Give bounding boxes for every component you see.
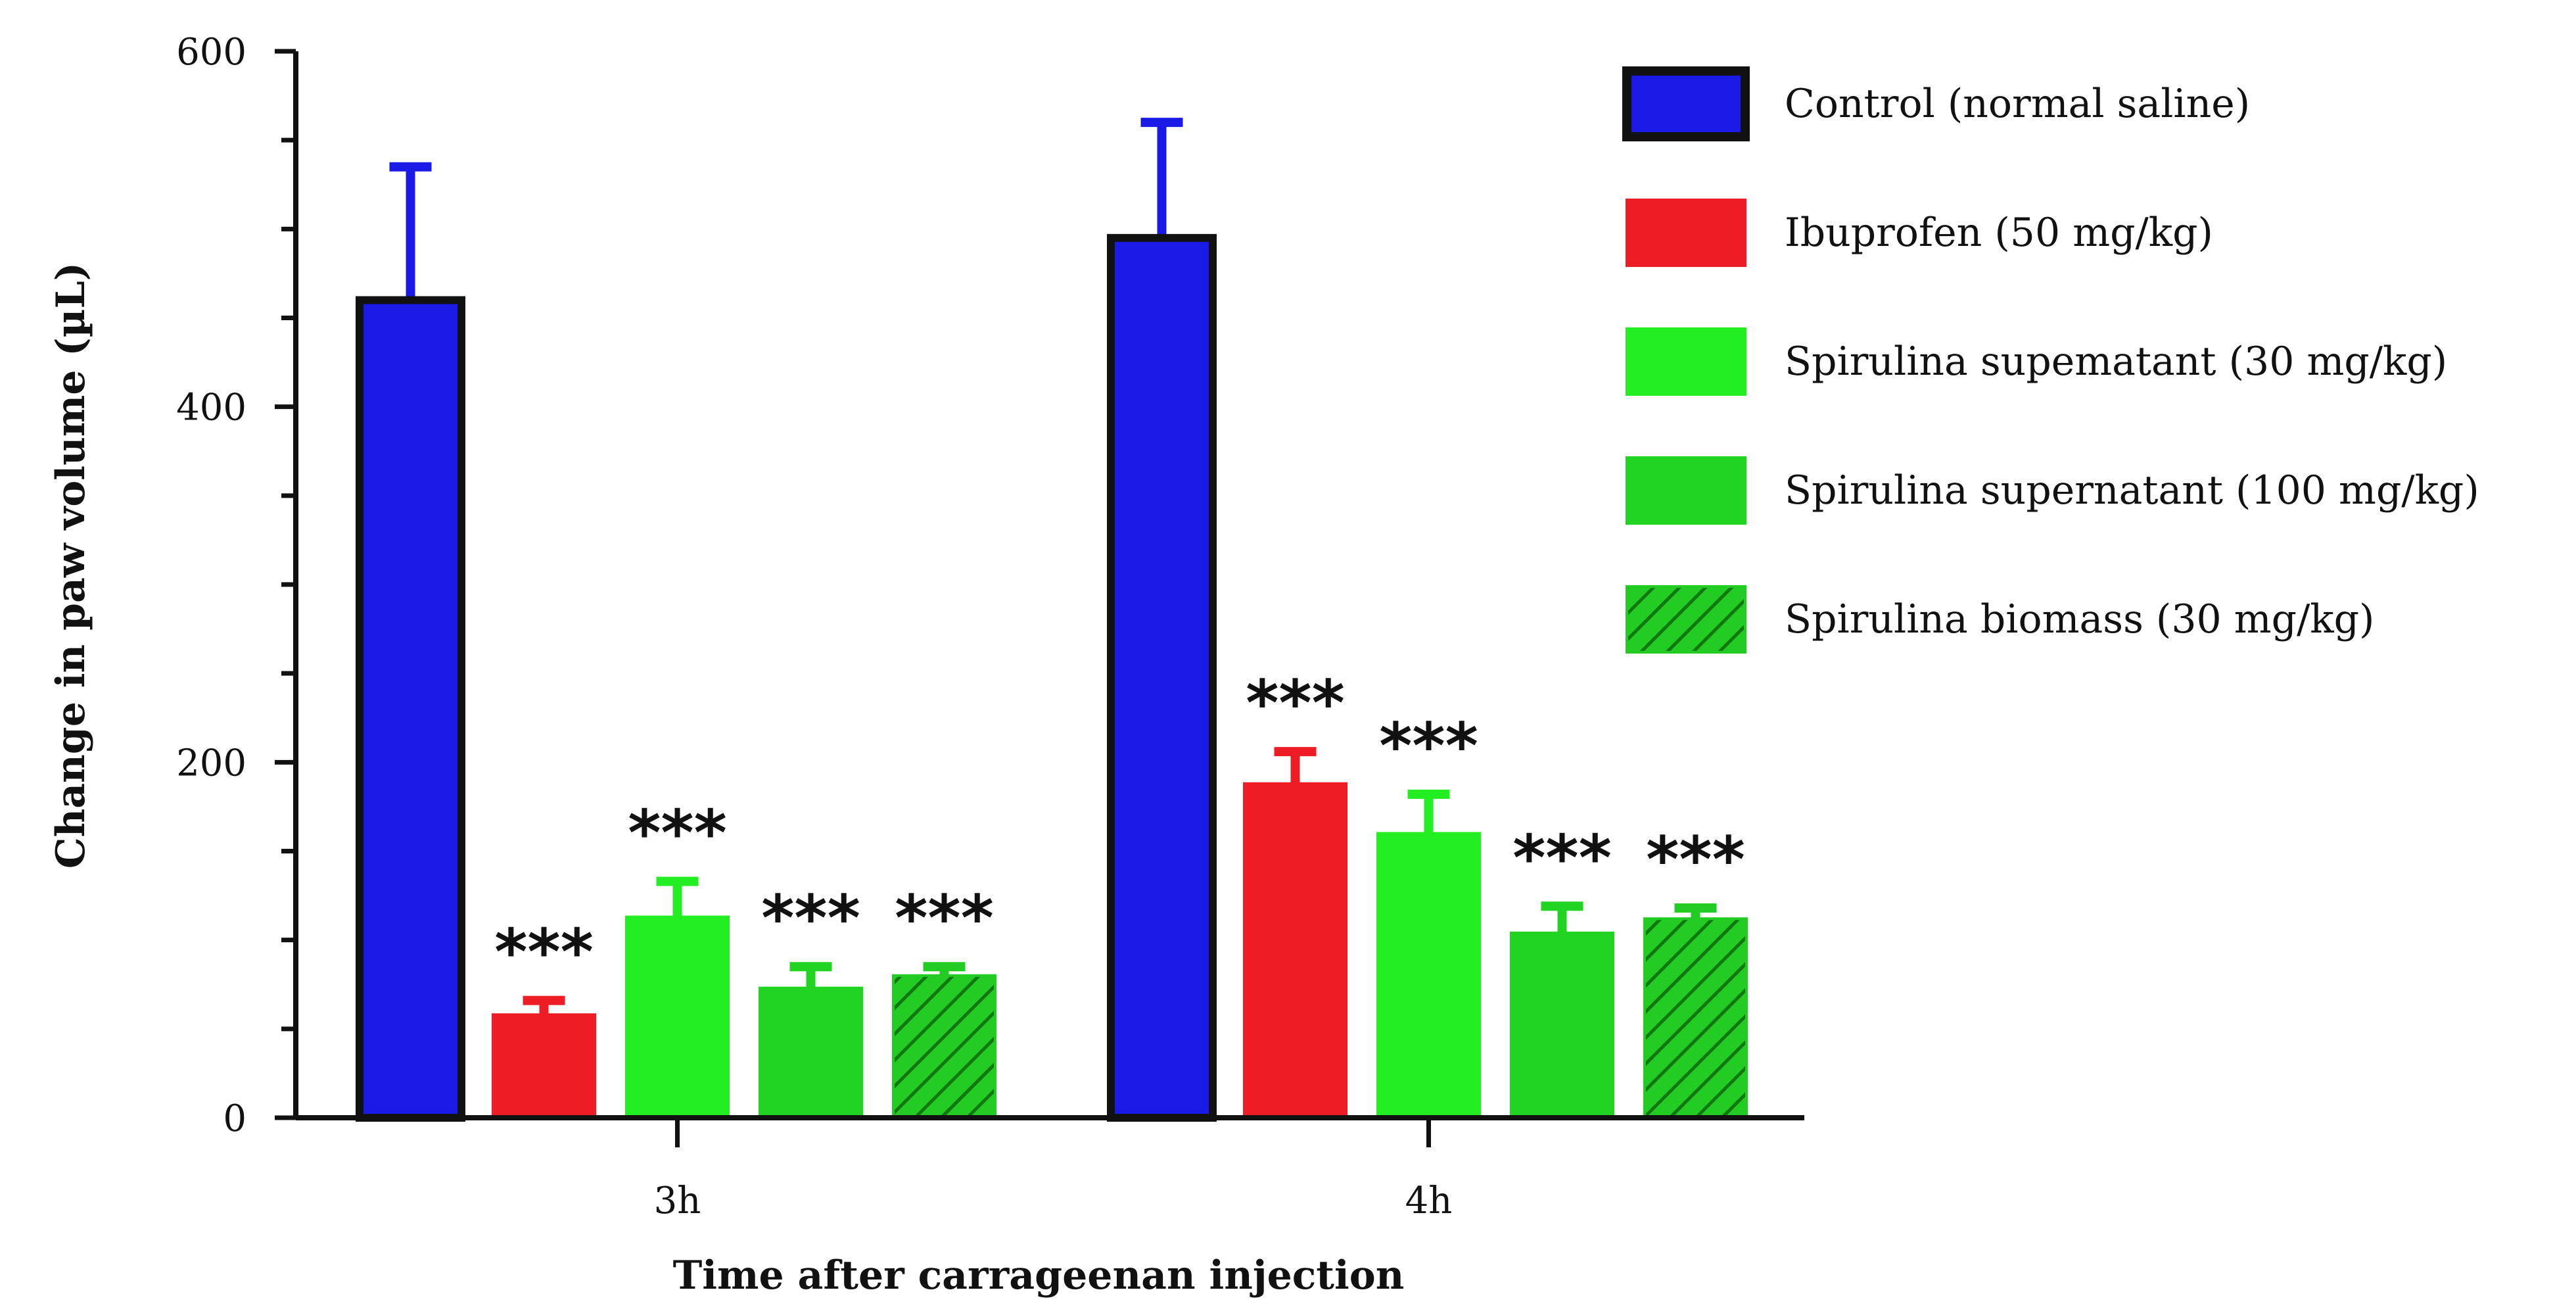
significance-label: ***	[1246, 667, 1345, 740]
legend-item[interactable]: Control (normal saline)	[1622, 66, 2250, 141]
bar[interactable]	[492, 1013, 596, 1119]
significance-label: ***	[761, 882, 860, 955]
x-tick-label: 3h	[654, 1180, 701, 1222]
significance-label: ***	[1512, 821, 1612, 895]
legend-swatch	[1626, 199, 1746, 267]
legend-label: Spirulina supernatant (100 mg/kg)	[1785, 467, 2479, 514]
x-axis-title: Time after carrageenan injection	[673, 1253, 1405, 1299]
y-tick-label: 600	[176, 31, 246, 74]
legend-label: Spirulina supematant (30 mg/kg)	[1785, 339, 2447, 385]
legend-swatch	[1622, 66, 1750, 141]
x-tick-label: 4h	[1405, 1180, 1453, 1222]
bar[interactable]	[356, 296, 465, 1122]
significance-label: ***	[494, 916, 594, 990]
y-tick-label: 200	[176, 742, 246, 784]
significance-label: ***	[895, 882, 994, 955]
bar[interactable]	[1643, 917, 1748, 1120]
significance-label: ***	[628, 796, 727, 870]
y-axis-title: Change in paw volume (µL)	[48, 262, 94, 869]
legend-swatch	[1626, 327, 1746, 396]
significance-label: ***	[1379, 709, 1478, 783]
bar[interactable]	[1510, 931, 1614, 1120]
legend-swatch	[1626, 456, 1746, 525]
bar[interactable]	[1243, 782, 1347, 1119]
y-tick-label: 400	[176, 387, 246, 429]
legend-label: Control (normal saline)	[1785, 81, 2250, 127]
legend-item[interactable]: Spirulina supernatant (100 mg/kg)	[1626, 456, 2479, 525]
y-tick-label: 0	[223, 1097, 246, 1140]
legend-item[interactable]: Ibuprofen (50 mg/kg)	[1626, 199, 2213, 267]
legend-label: Ibuprofen (50 mg/kg)	[1785, 210, 2213, 256]
legend-item[interactable]: Spirulina supematant (30 mg/kg)	[1626, 327, 2447, 396]
bar[interactable]	[1107, 233, 1217, 1122]
legend-label: Spirulina biomass (30 mg/kg)	[1785, 596, 2374, 642]
bar[interactable]	[1376, 832, 1481, 1119]
legend-swatch	[1626, 585, 1746, 654]
bar[interactable]	[759, 986, 863, 1119]
bar[interactable]	[625, 915, 730, 1119]
significance-label: ***	[1646, 823, 1745, 897]
bar[interactable]	[892, 974, 996, 1119]
legend-item[interactable]: Spirulina biomass (30 mg/kg)	[1626, 585, 2374, 654]
